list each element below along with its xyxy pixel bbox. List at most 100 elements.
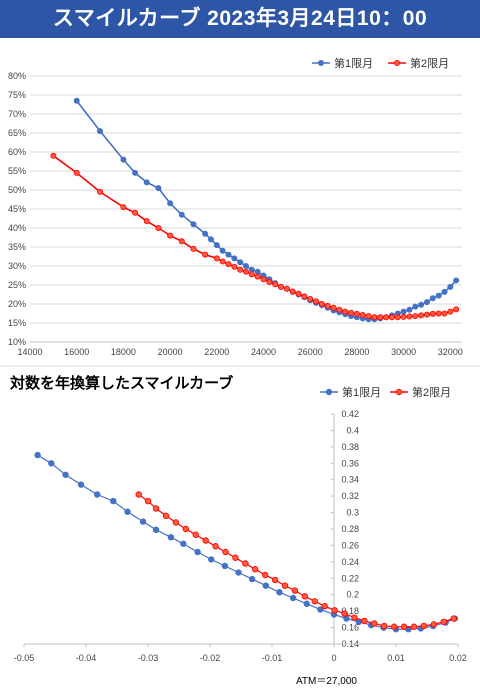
data-point bbox=[406, 306, 413, 313]
data-point bbox=[313, 298, 320, 305]
data-point bbox=[351, 614, 358, 621]
data-point bbox=[441, 288, 448, 295]
data-point bbox=[93, 491, 101, 498]
data-point bbox=[301, 293, 308, 300]
data-point bbox=[202, 251, 209, 258]
data-point bbox=[324, 302, 331, 309]
data-point bbox=[388, 314, 395, 321]
data-point bbox=[406, 313, 413, 320]
x-tick-label: 32000 bbox=[438, 347, 463, 357]
data-point bbox=[172, 519, 180, 526]
data-point bbox=[291, 587, 299, 594]
data-point bbox=[237, 259, 244, 266]
data-point bbox=[330, 304, 337, 311]
data-point bbox=[225, 251, 232, 258]
y-tick-label: 0.42 bbox=[341, 409, 359, 419]
data-point bbox=[377, 314, 384, 321]
data-point bbox=[295, 290, 302, 297]
page-title: スマイルカーブ 2023年3月24日10：00 bbox=[52, 7, 428, 30]
data-point bbox=[289, 594, 297, 602]
y-tick-label: 65% bbox=[8, 128, 26, 138]
data-point bbox=[429, 310, 436, 317]
data-point bbox=[194, 548, 201, 556]
data-point bbox=[242, 560, 249, 567]
data-point bbox=[132, 169, 139, 176]
y-tick-label: 30% bbox=[8, 261, 26, 271]
title-banner bbox=[0, 0, 480, 38]
data-point bbox=[278, 283, 285, 290]
y-tick-label: 15% bbox=[8, 318, 26, 328]
x-tick-label: 0 bbox=[331, 653, 336, 663]
data-point bbox=[242, 268, 249, 275]
data-point bbox=[73, 97, 80, 104]
data-point bbox=[359, 312, 366, 319]
data-point bbox=[331, 607, 338, 614]
data-point bbox=[212, 543, 219, 550]
legend-marker bbox=[395, 388, 403, 396]
data-point bbox=[162, 512, 170, 520]
data-point bbox=[124, 508, 131, 515]
y-tick-label: 0.22 bbox=[341, 573, 359, 583]
legend-marker bbox=[325, 388, 333, 396]
data-point bbox=[418, 312, 425, 319]
data-point bbox=[97, 188, 104, 195]
data-point bbox=[152, 526, 160, 534]
data-point bbox=[167, 534, 175, 541]
data-point bbox=[447, 308, 454, 315]
legend-label: 第1限月 bbox=[342, 385, 381, 399]
data-point bbox=[50, 152, 57, 159]
data-point bbox=[242, 262, 249, 269]
data-point bbox=[307, 296, 314, 303]
y-tick-label: 0.2 bbox=[346, 590, 359, 600]
data-point bbox=[353, 310, 360, 317]
y-tick-label: 0.34 bbox=[341, 475, 359, 485]
data-point bbox=[394, 314, 401, 321]
data-point bbox=[97, 128, 104, 135]
legend-marker bbox=[317, 60, 324, 67]
data-point bbox=[182, 525, 190, 533]
data-point bbox=[208, 556, 215, 563]
data-point bbox=[143, 218, 150, 225]
y-tick-label: 0.28 bbox=[341, 524, 359, 534]
x-tick-label: 16000 bbox=[64, 347, 89, 357]
series-line-1 bbox=[37, 454, 456, 630]
data-point bbox=[272, 281, 279, 288]
x-tick-label: 14000 bbox=[17, 347, 42, 357]
data-point bbox=[336, 306, 343, 313]
smile-curve-chart: 10% 15% 20% 25% 30% 35% 40% 45% 50% 55% 60% 65% 70% 7… bbox=[7, 56, 463, 357]
data-point bbox=[429, 295, 436, 302]
data-point bbox=[155, 185, 162, 192]
data-point bbox=[110, 497, 117, 505]
y-tick-label: 0.26 bbox=[341, 540, 359, 550]
data-point bbox=[132, 209, 139, 216]
data-point bbox=[400, 313, 407, 320]
data-point bbox=[381, 622, 388, 630]
data-point bbox=[152, 505, 160, 512]
data-point bbox=[167, 232, 174, 239]
data-point bbox=[423, 299, 430, 306]
data-point bbox=[207, 236, 214, 243]
data-point bbox=[317, 606, 324, 613]
x-tick-label: -0.02 bbox=[200, 653, 221, 663]
data-point bbox=[261, 571, 269, 579]
data-point bbox=[225, 261, 232, 268]
y-tick-label: 70% bbox=[8, 109, 26, 119]
data-point bbox=[232, 554, 239, 561]
data-point bbox=[155, 224, 162, 231]
data-point bbox=[254, 273, 261, 280]
data-point bbox=[231, 263, 238, 270]
y-tick-label: 55% bbox=[8, 166, 26, 176]
data-point bbox=[202, 230, 209, 237]
data-point bbox=[248, 271, 255, 278]
x-tick-label: -0.05 bbox=[14, 653, 35, 663]
data-point bbox=[143, 179, 150, 186]
data-point bbox=[440, 618, 447, 626]
data-point bbox=[260, 276, 267, 283]
data-point bbox=[48, 460, 55, 467]
x-tick-label: 20000 bbox=[158, 347, 183, 357]
y-tick-label: 80% bbox=[8, 71, 26, 81]
data-point bbox=[219, 247, 226, 254]
x-tick-label: -0.04 bbox=[76, 653, 97, 663]
data-point bbox=[410, 623, 418, 630]
